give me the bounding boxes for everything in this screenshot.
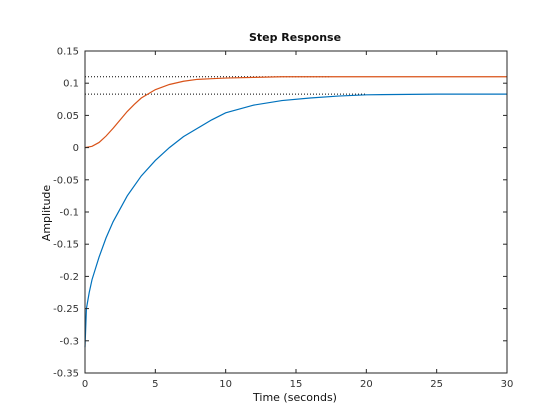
y-axis-label: Amplitude (40, 185, 53, 242)
x-tick-label: 0 (82, 379, 88, 390)
series-line-2 (84, 76, 507, 149)
x-tick-label: 10 (219, 379, 232, 390)
x-axis-label: Time (seconds) (252, 391, 337, 404)
x-tick-label: 20 (360, 379, 373, 390)
plot-area (85, 51, 507, 373)
y-tick-label: 0.15 (57, 47, 79, 58)
y-tick-label: 0.1 (63, 79, 79, 90)
y-tick-label: 0.05 (57, 111, 79, 122)
y-tick-label: 0 (73, 143, 79, 154)
y-tick-label: -0.35 (53, 369, 79, 380)
lines-layer (84, 76, 507, 348)
y-tick-label: -0.1 (59, 208, 79, 219)
chart-title: Step Response (249, 31, 341, 44)
x-tick-label: 30 (501, 379, 514, 390)
y-tick-label: -0.15 (53, 240, 79, 251)
y-tick-label: -0.3 (59, 336, 79, 347)
x-tick-label: 15 (290, 379, 303, 390)
x-tick-label: 25 (430, 379, 443, 390)
x-tick-label: 5 (152, 379, 158, 390)
y-tick-label: -0.25 (53, 304, 79, 315)
series-line-1 (84, 93, 507, 348)
plot-frame (84, 50, 508, 374)
y-tick-label: -0.2 (59, 272, 79, 283)
y-tick-label: -0.05 (53, 175, 79, 186)
